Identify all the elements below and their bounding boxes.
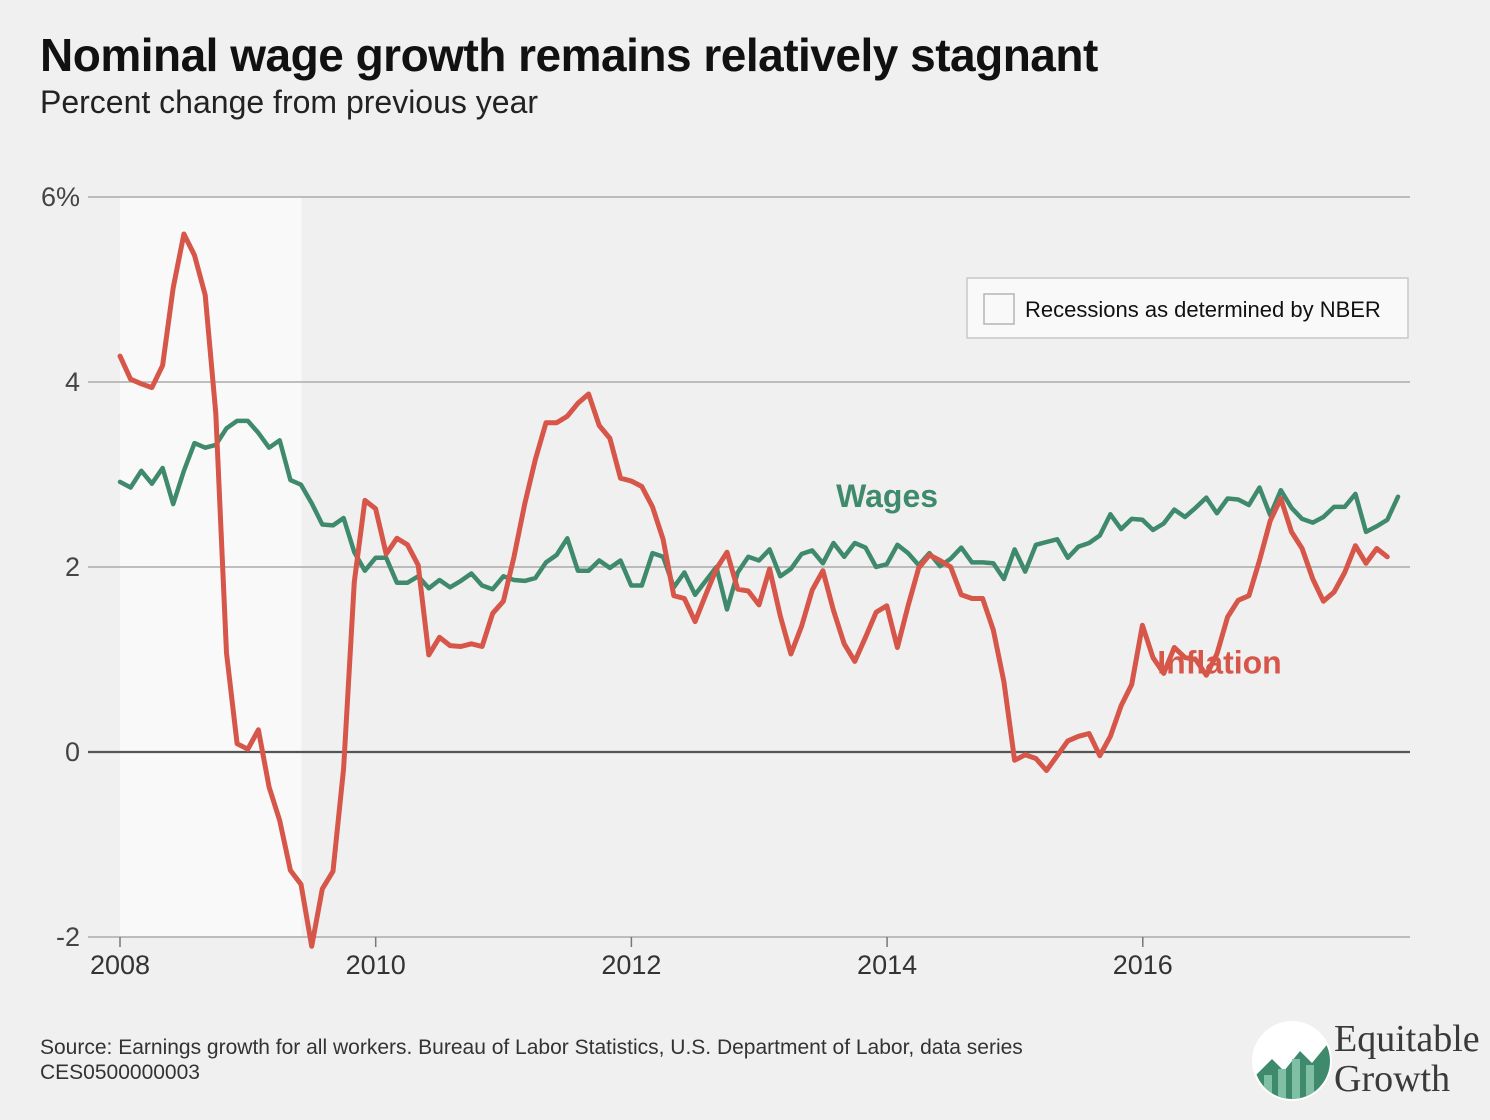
- x-tick-label: 2008: [90, 950, 150, 980]
- legend-label: Recessions as determined by NBER: [1025, 297, 1381, 322]
- wages-label: Wages: [836, 478, 938, 514]
- y-tick-label: 2: [65, 552, 80, 582]
- legend-recession-swatch: [983, 293, 1015, 325]
- chart-title: Nominal wage growth remains relatively s…: [40, 29, 1098, 81]
- logo-line-1: Equitable: [1334, 1018, 1480, 1060]
- y-tick-label: 0: [65, 737, 80, 767]
- growth-chart-icon: [1252, 1021, 1332, 1101]
- source-note: Source: Earnings growth for all workers.…: [40, 1036, 1023, 1084]
- x-tick-label: 2016: [1113, 950, 1173, 980]
- inflation-label: Inflation: [1157, 644, 1281, 680]
- legend-box: [966, 277, 1409, 339]
- chart-subtitle: Percent change from previous year: [40, 84, 539, 120]
- wages-line: [117, 418, 1401, 612]
- y-tick-label: -2: [56, 922, 80, 952]
- inflation-line: [117, 231, 1390, 949]
- x-tick-label: 2014: [857, 950, 917, 980]
- x-tick-label: 2012: [601, 950, 661, 980]
- logo-line-2: Growth: [1334, 1058, 1451, 1100]
- equitable-growth-logo: Equitable Growth: [1248, 1015, 1484, 1105]
- y-tick-label: 4: [65, 367, 80, 397]
- x-tick-label: 2010: [346, 950, 406, 980]
- y-tick-label: 6%: [41, 182, 80, 212]
- line-chart: 6% 4 2 0 -2 2008 2010 2012 2014 2016 Wages Inflati…: [41, 182, 1410, 980]
